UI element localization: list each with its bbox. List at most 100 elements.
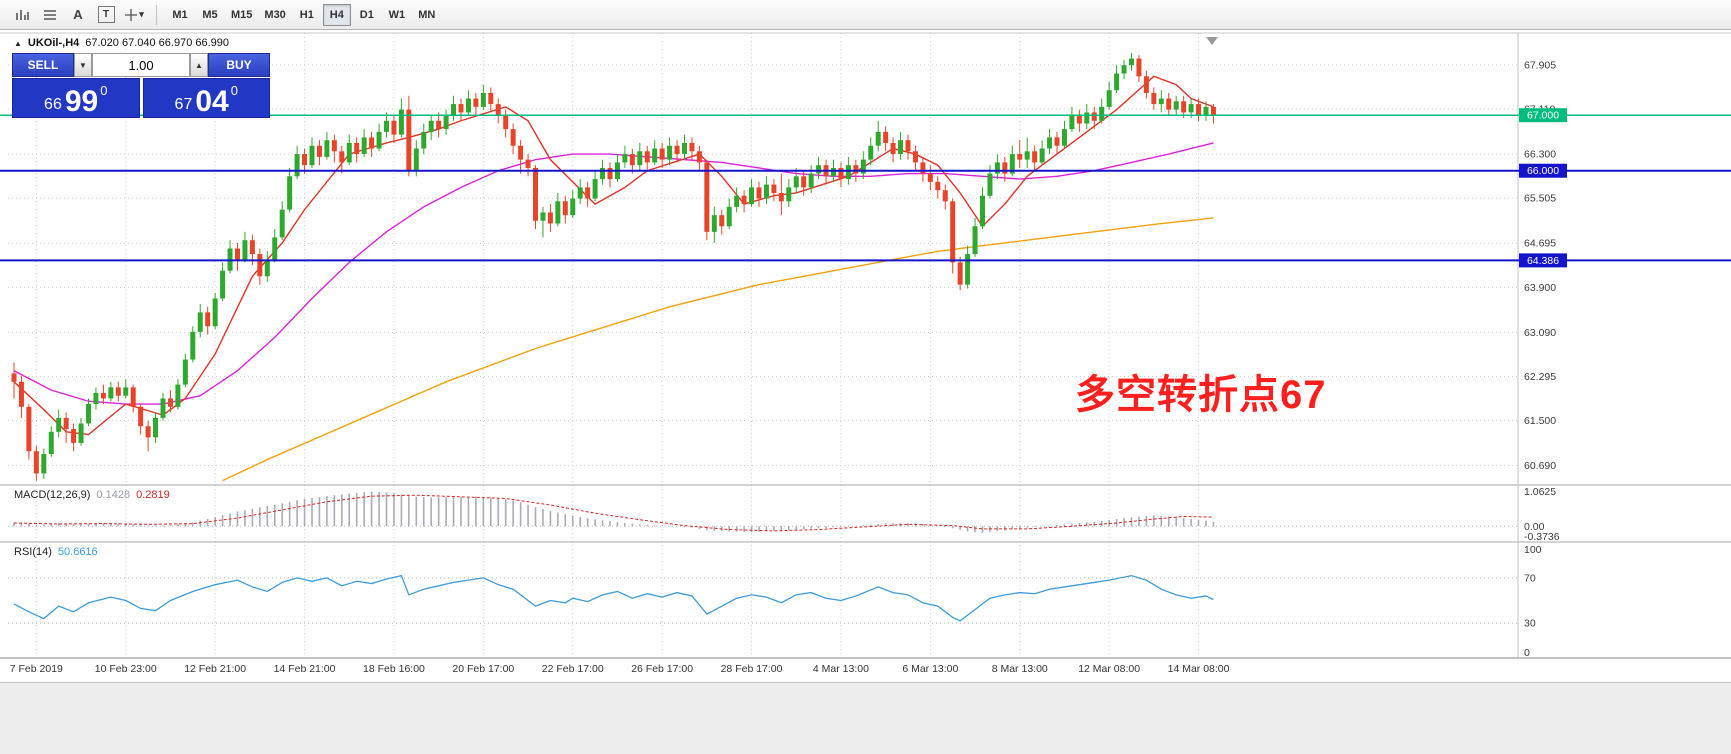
candle (1061, 129, 1067, 146)
candle (451, 104, 457, 116)
candle (339, 151, 345, 163)
candle (1181, 101, 1187, 113)
candle (801, 176, 807, 188)
candle (898, 140, 904, 155)
candle (71, 429, 77, 443)
text-tool-icon[interactable]: A (64, 3, 92, 27)
chart-shift-marker[interactable] (1206, 37, 1218, 45)
candle (883, 131, 889, 143)
timeframe-M15[interactable]: M15 (226, 4, 257, 26)
price-axis-label: 60.690 (1524, 460, 1556, 472)
candle (369, 137, 375, 149)
candle (220, 270, 226, 299)
buy-button[interactable]: BUY (208, 53, 270, 77)
price-axis-tag (1519, 163, 1567, 178)
candle (26, 406, 32, 452)
timeframe-H1[interactable]: H1 (293, 4, 321, 26)
candle (719, 215, 725, 227)
timeframe-D1[interactable]: D1 (353, 4, 381, 26)
candle (972, 226, 978, 255)
candle (704, 162, 710, 232)
sell-button[interactable]: SELL (12, 53, 74, 77)
candle (108, 387, 114, 399)
candle (637, 151, 643, 166)
bottom-empty-strip (0, 682, 1731, 754)
candle (495, 104, 501, 116)
price-axis-label: 63.900 (1524, 282, 1556, 294)
caret-up-icon: ▲ (195, 60, 203, 70)
candle (1166, 98, 1172, 110)
timeframe-M1[interactable]: M1 (166, 4, 194, 26)
candle (1091, 112, 1097, 121)
chart-annotation-text[interactable]: 多空转折点67 (1075, 373, 1327, 417)
candle (324, 140, 330, 157)
price-axis-tag-label: 66.000 (1527, 165, 1559, 177)
volume-increase-button[interactable]: ▲ (190, 53, 208, 77)
candle (905, 140, 911, 152)
candle (1129, 58, 1134, 66)
candle (488, 92, 494, 105)
candle (585, 187, 591, 199)
candle (555, 201, 561, 224)
volume-decrease-button[interactable]: ▼ (74, 53, 92, 77)
candle (316, 145, 322, 157)
volume-input[interactable] (92, 53, 190, 77)
candle (816, 165, 822, 174)
candle (1136, 58, 1142, 77)
timeframe-H4[interactable]: H4 (322, 3, 351, 26)
bar-chart-icon[interactable] (8, 3, 36, 27)
candle (912, 151, 918, 163)
rsi-axis-label: 100 (1524, 544, 1542, 556)
timeframe-M5[interactable]: M5 (196, 4, 224, 26)
one-click-panel-toggle-icon[interactable]: ▲ (14, 38, 22, 48)
rsi-value: 50.6616 (57, 546, 98, 558)
timeframe-W1[interactable]: W1 (383, 4, 411, 26)
candle (756, 187, 762, 199)
candle (994, 162, 1000, 174)
candle (41, 454, 47, 474)
candle (190, 331, 196, 360)
candle (175, 384, 181, 407)
candle (361, 137, 367, 155)
timeframe-MN[interactable]: MN (413, 4, 441, 26)
candle (413, 148, 419, 171)
candle (592, 179, 598, 199)
candle (533, 167, 538, 221)
candle (1114, 73, 1120, 91)
buy-price-small: 67 (174, 96, 193, 114)
text-label-tool-icon[interactable]: T (92, 3, 120, 27)
crosshair-tool-icon[interactable]: ▾ (120, 3, 148, 27)
rsi-indicator-label: RSI(14) 50.6616 (14, 546, 98, 558)
candle (458, 104, 464, 113)
candle (1069, 115, 1075, 130)
candle (726, 206, 732, 227)
indicator-lines-icon[interactable] (36, 3, 64, 27)
time-axis-label: 12 Mar 08:00 (1078, 663, 1140, 675)
sell-price-big: 99 (64, 84, 99, 118)
candle (115, 387, 121, 396)
sell-price-sup: 0 (100, 83, 108, 98)
ma-fast-line (13, 75, 1214, 436)
candle (443, 115, 449, 130)
timeframe-M30[interactable]: M30 (259, 4, 290, 26)
candle (547, 212, 553, 224)
candle (197, 312, 203, 332)
sell-price-display[interactable]: 66 99 0 (12, 78, 140, 118)
candle (950, 201, 956, 263)
time-axis-label: 20 Feb 17:00 (452, 663, 514, 675)
candle (570, 198, 576, 216)
candle (264, 259, 270, 277)
candle (1173, 101, 1179, 110)
candle (421, 131, 427, 149)
candle (778, 192, 784, 202)
candle (920, 162, 926, 174)
candle (354, 142, 360, 155)
candle (652, 148, 658, 163)
candle (384, 120, 389, 132)
macd-axis-label: -0.3736 (1524, 531, 1560, 543)
buy-price-display[interactable]: 67 04 0 (142, 78, 270, 118)
candle (503, 115, 509, 130)
candle (622, 154, 628, 163)
